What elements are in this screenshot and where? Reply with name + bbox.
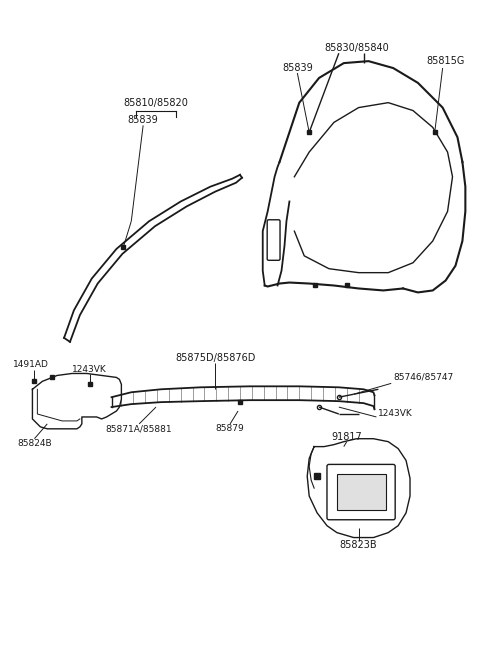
Text: 85746/85747: 85746/85747	[393, 373, 454, 382]
Text: 85839: 85839	[282, 63, 312, 73]
Bar	[337, 474, 386, 510]
Text: 85879: 85879	[216, 424, 244, 434]
Text: 85871A/85881: 85871A/85881	[106, 424, 172, 434]
Text: 85823B: 85823B	[340, 541, 377, 551]
Text: 1243VK: 1243VK	[378, 409, 413, 419]
Text: 1491AD: 1491AD	[12, 360, 48, 369]
Text: 1243VK: 1243VK	[72, 365, 107, 374]
FancyBboxPatch shape	[327, 464, 395, 520]
Text: 85875D/85876D: 85875D/85876D	[175, 353, 255, 363]
Text: 85810/85820: 85810/85820	[123, 98, 189, 108]
Text: 85830/85840: 85830/85840	[324, 43, 389, 53]
Text: 85839: 85839	[128, 116, 158, 125]
Text: 91817: 91817	[331, 432, 362, 442]
Text: 85824B: 85824B	[17, 439, 52, 448]
FancyBboxPatch shape	[267, 220, 280, 260]
Text: 85815G: 85815G	[426, 56, 465, 66]
